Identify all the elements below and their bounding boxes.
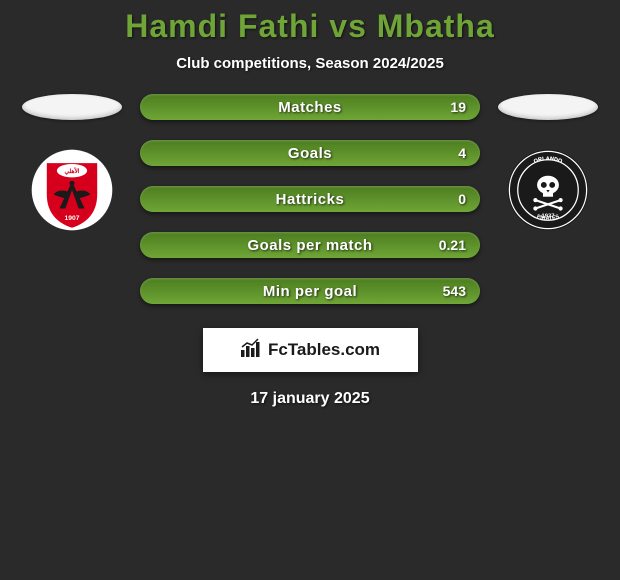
right-pill	[498, 94, 598, 120]
left-column: الأهلي 1907	[22, 94, 122, 232]
stat-value: 4	[458, 145, 466, 161]
brand-text: FcTables.com	[268, 340, 380, 360]
stat-row-matches: Matches 19	[140, 94, 480, 120]
subtitle: Club competitions, Season 2024/2025	[0, 55, 620, 72]
stat-value: 0	[458, 191, 466, 207]
stat-value: 0.21	[439, 237, 466, 253]
orlando-pirates-crest: ORLANDO ORLANDO PIRATES 1937	[506, 148, 590, 232]
right-column: ORLANDO ORLANDO PIRATES 1937	[498, 94, 598, 232]
stat-row-hattricks: Hattricks 0	[140, 186, 480, 212]
stat-label: Matches	[278, 99, 342, 116]
stat-row-goals: Goals 4	[140, 140, 480, 166]
bar-chart-icon	[240, 338, 262, 363]
stats-bars: Matches 19 Goals 4 Hattricks 0 Goals per…	[140, 94, 480, 304]
vs-text: vs	[319, 8, 376, 44]
al-ahly-crest: الأهلي 1907	[30, 148, 114, 232]
brand-box[interactable]: FcTables.com	[203, 328, 418, 372]
player-left-name: Hamdi Fathi	[125, 8, 319, 44]
footer-date: 17 january 2025	[0, 390, 620, 408]
stat-row-mpg: Min per goal 543	[140, 278, 480, 304]
player-right-name: Mbatha	[377, 8, 495, 44]
content-row: الأهلي 1907 Matches 19 Goals 4 Hattricks…	[0, 94, 620, 304]
stat-value: 19	[450, 99, 466, 115]
svg-text:1937: 1937	[541, 214, 554, 220]
stat-label: Min per goal	[263, 283, 357, 300]
stat-label: Hattricks	[276, 191, 345, 208]
stat-value: 543	[443, 283, 466, 299]
svg-text:1907: 1907	[65, 215, 80, 222]
stat-label: Goals per match	[247, 237, 372, 254]
stat-label: Goals	[288, 145, 332, 162]
stat-row-gpm: Goals per match 0.21	[140, 232, 480, 258]
left-pill	[22, 94, 122, 120]
page-title: Hamdi Fathi vs Mbatha	[0, 0, 620, 45]
